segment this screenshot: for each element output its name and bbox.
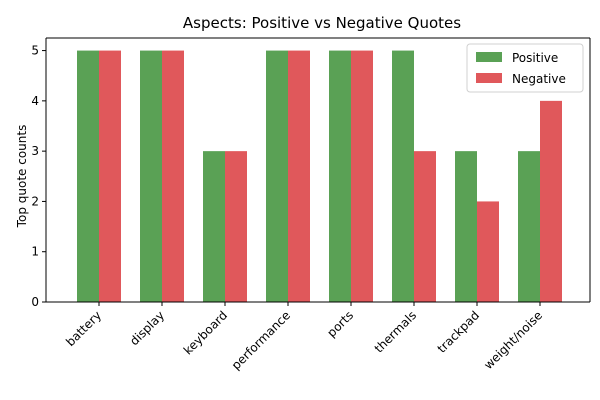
x-tick-label-ports: ports [324,308,356,340]
bar-negative-thermals [414,151,436,302]
bar-negative-performance [288,50,310,303]
bar-negative-display [162,50,184,303]
bar-positive-display [140,50,162,303]
x-tick-label-display: display [127,308,167,348]
bar-negative-keyboard [225,151,247,302]
bar-positive-performance [266,50,288,303]
legend: Positive Negative [466,43,584,93]
y-axis-label: Top quote counts [15,125,29,229]
bar-positive-ports [329,50,351,303]
bar-negative-trackpad [477,201,499,302]
x-tick-label-weight-noise: weight/noise [481,308,545,372]
legend-swatch-negative [476,73,502,83]
y-tick-label: 5 [31,44,39,58]
y-tick-label: 2 [31,194,39,208]
x-tick-label-keyboard: keyboard [181,308,230,357]
y-tick-label: 4 [31,94,39,108]
y-tick-label: 0 [31,295,39,309]
bar-negative-weight-noise [540,100,562,302]
bar-negative-battery [99,50,121,303]
x-tick-label-performance: performance [229,308,293,372]
bar-positive-thermals [392,50,414,303]
legend-label-positive: Positive [512,51,558,65]
legend-swatch-positive [476,52,502,62]
legend-label-negative: Negative [512,72,566,86]
y-tick-label: 1 [31,245,39,259]
bar-positive-trackpad [455,151,477,302]
bar-positive-battery [77,50,99,303]
x-tick-label-thermals: thermals [372,308,419,355]
bar-negative-ports [351,50,373,303]
bar-positive-keyboard [203,151,225,302]
bar-positive-weight-noise [518,151,540,302]
x-tick-label-trackpad: trackpad [435,308,482,355]
y-tick-label: 3 [31,144,39,158]
x-tick-label-battery: battery [63,308,104,349]
chart-title: Aspects: Positive vs Negative Quotes [183,14,461,32]
